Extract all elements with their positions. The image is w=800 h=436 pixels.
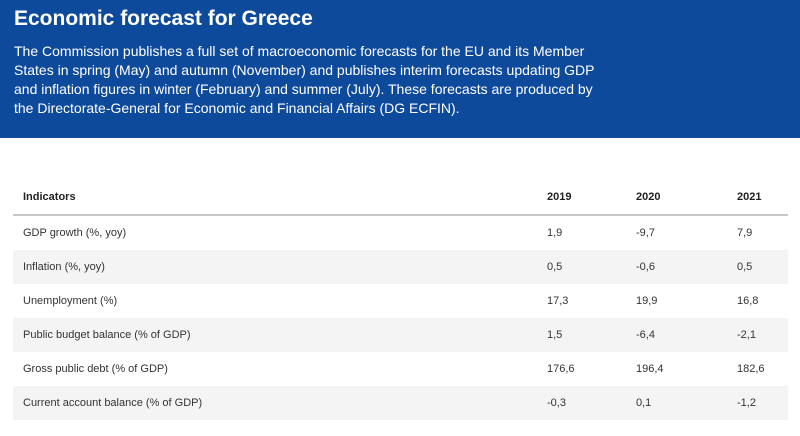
cell-2019: 176,6 — [547, 363, 575, 375]
header-2020: 2020 — [626, 180, 727, 216]
table-row: Inflation (%, yoy) 0,5 -0,6 0,5 — [13, 250, 788, 284]
page-banner: Economic forecast for Greece The Commiss… — [0, 0, 800, 138]
cell-indicator: Current account balance (% of GDP) — [13, 386, 537, 420]
cell-indicator: Public budget balance (% of GDP) — [13, 318, 537, 352]
table-row: GDP growth (%, yoy) 1,9 -9,7 7,9 — [13, 215, 788, 250]
cell-2021: 16,8 — [737, 295, 759, 307]
page-title: Economic forecast for Greece — [14, 7, 313, 30]
cell-indicator: Gross public debt (% of GDP) — [23, 363, 168, 375]
table-row: Gross public debt (% of GDP) 176,6 196,4… — [13, 352, 788, 386]
header-2021: 2021 — [727, 180, 788, 216]
cell-indicator: Unemployment (%) — [23, 295, 118, 307]
cell-indicator: Inflation (%, yoy) — [13, 250, 537, 284]
header-2019: 2019 — [537, 180, 626, 216]
cell-2019: 1,9 — [547, 227, 563, 239]
table-header-row: Indicators 2019 2020 2021 — [13, 180, 788, 216]
cell-2020: 196,4 — [636, 363, 664, 375]
cell-2021: -2,1 — [727, 318, 788, 352]
cell-2020: 0,1 — [626, 386, 727, 420]
forecast-table: Indicators 2019 2020 2021 GDP growth (%,… — [13, 180, 788, 420]
cell-2020: -6,4 — [626, 318, 727, 352]
cell-2021: 7,9 — [737, 227, 753, 239]
cell-2019: 0,5 — [537, 250, 626, 284]
cell-2021: 182,6 — [737, 363, 765, 375]
cell-indicator: GDP growth (%, yoy) — [23, 227, 127, 239]
cell-2019: -0,3 — [537, 386, 626, 420]
forecast-table-container: Indicators 2019 2020 2021 GDP growth (%,… — [13, 180, 788, 420]
cell-2020: -0,6 — [626, 250, 727, 284]
cell-2021: 0,5 — [727, 250, 788, 284]
page-description: The Commission publishes a full set of m… — [14, 43, 595, 116]
table-row: Unemployment (%) 17,3 19,9 16,8 — [13, 284, 788, 318]
cell-2020: -9,7 — [636, 227, 655, 239]
cell-2019: 17,3 — [547, 295, 569, 307]
cell-2020: 19,9 — [636, 295, 658, 307]
table-row: Current account balance (% of GDP) -0,3 … — [13, 386, 788, 420]
header-indicators: Indicators — [13, 180, 537, 216]
cell-2019: 1,5 — [537, 318, 626, 352]
cell-2021: -1,2 — [727, 386, 788, 420]
table-row: Public budget balance (% of GDP) 1,5 -6,… — [13, 318, 788, 352]
